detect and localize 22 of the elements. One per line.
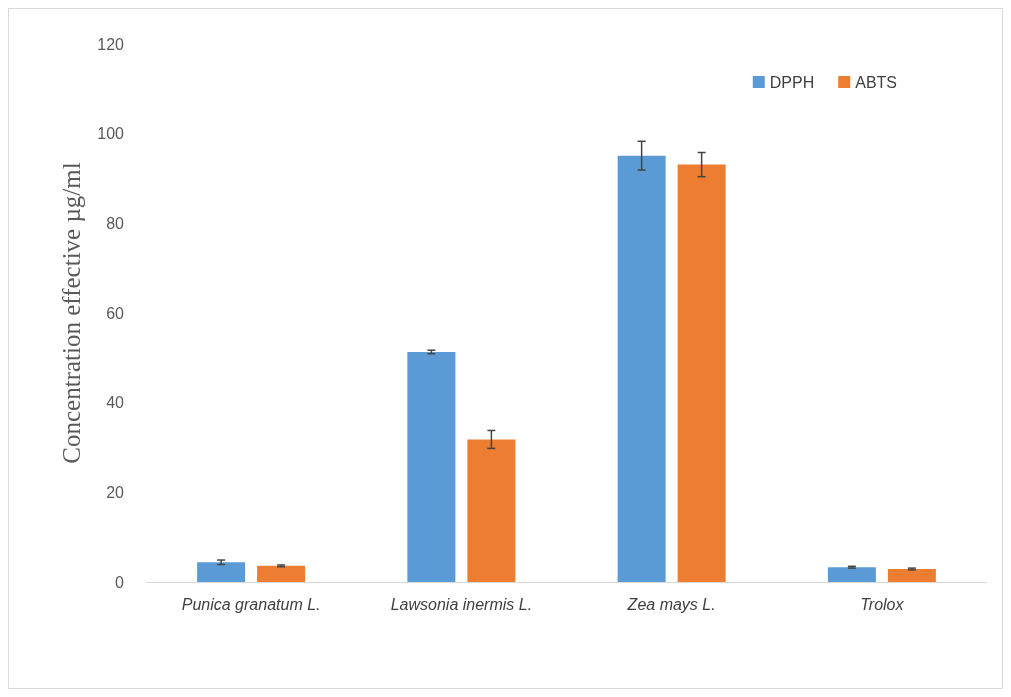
legend-label: DPPH bbox=[769, 73, 815, 91]
bar bbox=[467, 439, 516, 582]
y-tick-label: 0 bbox=[115, 573, 125, 591]
bar bbox=[407, 352, 456, 582]
bar bbox=[617, 155, 666, 582]
y-axis-title: Concentration effective µg/ml bbox=[58, 162, 85, 464]
bar bbox=[257, 565, 306, 582]
legend-label: ABTS bbox=[855, 73, 898, 91]
y-tick-label: 80 bbox=[106, 214, 125, 232]
y-tick-label: 60 bbox=[106, 304, 125, 322]
x-tick-label: Zea mays L. bbox=[626, 595, 716, 613]
y-tick-label: 20 bbox=[106, 483, 125, 501]
y-tick-label: 120 bbox=[97, 35, 125, 53]
y-tick-label: 100 bbox=[97, 125, 125, 143]
bar bbox=[827, 567, 876, 582]
y-tick-label: 40 bbox=[106, 394, 125, 412]
x-tick-label: Punica granatum L. bbox=[181, 595, 321, 613]
x-tick-label: Trolox bbox=[860, 595, 905, 613]
bar bbox=[197, 562, 246, 582]
bar bbox=[677, 164, 726, 582]
x-tick-label: Lawsonia inermis L. bbox=[390, 595, 533, 613]
bar bbox=[887, 569, 936, 582]
